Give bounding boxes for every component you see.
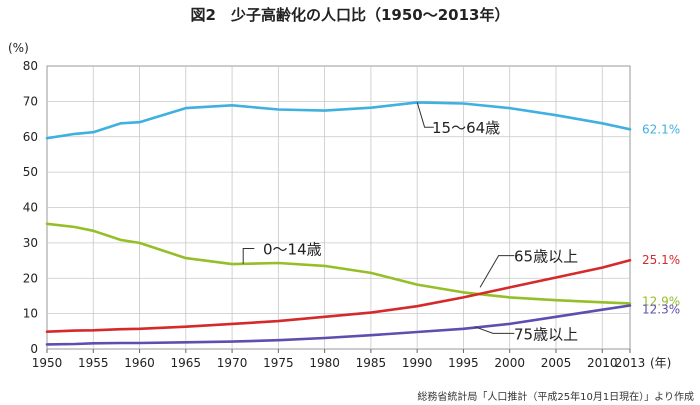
x-tick-label: 1960 — [124, 356, 155, 370]
series-line — [45, 258, 632, 334]
x-tick-label: 2005 — [541, 356, 572, 370]
end-value-label: 25.1% — [642, 253, 680, 267]
x-tick-label: 1975 — [263, 356, 294, 370]
end-value-label: 62.1% — [642, 122, 680, 136]
y-axis-label: (%) — [8, 41, 29, 55]
callout-leader — [416, 102, 434, 128]
series-line — [45, 304, 632, 346]
series-name-label: 0〜14歳 — [263, 241, 322, 259]
x-tick-label: 1955 — [78, 356, 109, 370]
y-tick-label: 40 — [23, 201, 38, 215]
series-line — [45, 222, 632, 305]
y-tick-label: 80 — [23, 59, 38, 73]
x-tick-label: 1980 — [309, 356, 340, 370]
y-tick-label: 70 — [23, 94, 38, 108]
callout-leader — [479, 255, 515, 288]
y-tick-label: 60 — [23, 130, 38, 144]
x-tick-label: 1970 — [217, 356, 248, 370]
y-tick-label: 20 — [23, 271, 38, 285]
series-line — [45, 101, 632, 140]
chart-title: 図2 少子高齢化の人口比（1950〜2013年） — [190, 6, 510, 24]
x-axis-label: (年) — [650, 356, 671, 370]
x-tick-label: 2013 — [615, 356, 646, 370]
series-name-label: 75歳以上 — [514, 325, 578, 343]
x-tick-label: 1950 — [32, 356, 63, 370]
x-tick-label: 1995 — [448, 356, 479, 370]
x-tick-label: 2010 — [587, 356, 618, 370]
x-tick-label: 1990 — [402, 356, 433, 370]
callout-leader — [474, 326, 515, 334]
end-value-label: 12.3% — [642, 302, 680, 316]
y-tick-label: 50 — [23, 165, 38, 179]
series-name-label: 65歳以上 — [514, 248, 578, 266]
x-tick-label: 1985 — [356, 356, 387, 370]
x-tick-label: 2000 — [494, 356, 525, 370]
end-value-label: 12.9% — [642, 294, 680, 308]
callout-leader — [242, 248, 255, 264]
series-name-label: 15〜64歳 — [432, 119, 500, 137]
y-tick-label: 10 — [23, 307, 38, 321]
x-tick-label: 1965 — [171, 356, 202, 370]
y-tick-label: 0 — [30, 342, 38, 356]
y-tick-label: 30 — [23, 236, 38, 250]
source-note: 総務省統計局「人口推計（平成25年10月1日現在）」より作成 — [417, 392, 694, 403]
